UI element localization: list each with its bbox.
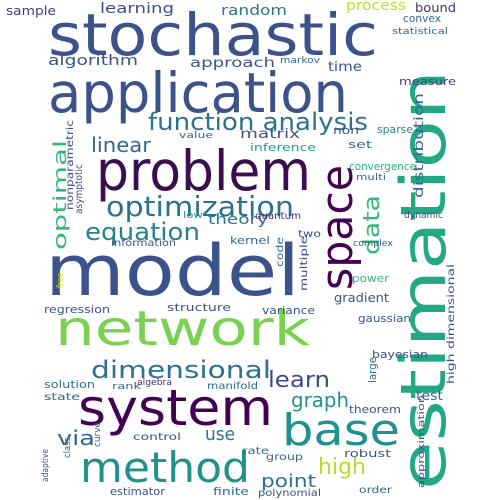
word-method: method [80, 443, 250, 492]
word-gaussian: gaussian [358, 312, 411, 325]
word-variance: variance [262, 304, 315, 317]
word-power: power [352, 272, 390, 285]
word-two: two [298, 229, 321, 240]
word-stochastic: stochastic [48, 1, 378, 69]
word-rank: rank [112, 382, 142, 392]
word-solution: solution [44, 378, 95, 391]
word-problem: problem [96, 139, 311, 203]
word-network: network [55, 301, 310, 357]
word-estimator: estimator [110, 485, 165, 498]
word-convergence: convergence [349, 160, 416, 173]
word-group: group [266, 452, 303, 463]
word-state: state [44, 392, 80, 403]
word-high: high [318, 455, 366, 480]
word-curve: curve [93, 422, 103, 447]
word-bayesian: bayesian [372, 348, 428, 361]
word-measure: measure [399, 75, 456, 88]
word-adaptive: adaptive [41, 449, 51, 482]
word-dynamic: dynamic [404, 210, 443, 221]
word-use: use [205, 424, 235, 445]
word-set: set [348, 138, 373, 151]
word-code: code [275, 237, 286, 267]
word-base: base [282, 405, 400, 456]
word-via: via [57, 426, 95, 450]
word-large: large [366, 357, 379, 383]
word-approximation: approximation [417, 395, 427, 488]
word-approach: approach [190, 56, 275, 71]
word-distribution: distribution [412, 93, 427, 198]
word-random: random [221, 3, 287, 19]
word-high-dimensional: high dimensional [446, 264, 457, 384]
word-optimal: optimal [50, 140, 71, 250]
word-class: class [63, 437, 73, 458]
word-polynomial: polynomial [258, 488, 321, 499]
word-manifold: manifold [207, 381, 258, 392]
word-low: low [183, 211, 203, 221]
word-sample: sample [6, 4, 56, 18]
word-test: test [416, 389, 443, 404]
word-model: model [45, 230, 300, 312]
word-regression: regression [44, 303, 110, 316]
word-control: control [133, 432, 181, 443]
word-theory: theory [208, 212, 268, 228]
word-kernel: kernel [230, 234, 270, 247]
word-order: order [359, 485, 393, 496]
word-quantum: quantum [255, 211, 301, 222]
word-application: application [48, 61, 348, 125]
word-information: information [111, 238, 176, 249]
word-asymptotic: asymptotic [74, 164, 85, 214]
word-process: process [346, 0, 406, 14]
word-theorem: theorem [349, 403, 401, 416]
word-markov: markov [280, 56, 321, 66]
word-statistical: statistical [392, 27, 448, 37]
word-free: free [56, 273, 66, 288]
word-graph: graph [291, 388, 349, 412]
word-algebra: algebra [137, 378, 172, 388]
word-algorithm: algorithm [48, 53, 138, 69]
word-learning: learning [100, 1, 174, 17]
word-convex: convex [403, 12, 441, 25]
word-gradient: gradient [334, 291, 389, 305]
word-non: non [333, 124, 359, 137]
word-optimization: optimization [106, 190, 294, 223]
word-multiple: multiple [299, 236, 310, 291]
word-time: time [328, 60, 362, 75]
word-nonparametric: nonparametric [65, 120, 76, 210]
word-data: data [360, 195, 385, 255]
word-estimation: estimation [387, 70, 460, 490]
word-structure: structure [167, 301, 231, 314]
word-equation: equation [85, 218, 200, 246]
word-system: system [78, 379, 273, 437]
word-linear: linear [91, 133, 152, 157]
word-rate: rate [242, 446, 269, 457]
word-finite: finite [213, 485, 249, 498]
word-function-analysis: function analysis [148, 108, 368, 136]
word-matrix: matrix [240, 127, 300, 142]
word-bound: bound [415, 1, 456, 15]
word-space: space [312, 165, 363, 290]
word-complex: complex [353, 239, 394, 249]
word-sparse: sparse [377, 123, 413, 136]
word-dimensional: dimensional [91, 356, 271, 384]
word-multi: multi [356, 173, 386, 183]
word-robust: robust [344, 447, 392, 460]
word-learn: learn [268, 368, 330, 393]
word-value: value [179, 131, 214, 141]
word-point: point [261, 471, 316, 492]
word-inference: inference [250, 141, 316, 154]
